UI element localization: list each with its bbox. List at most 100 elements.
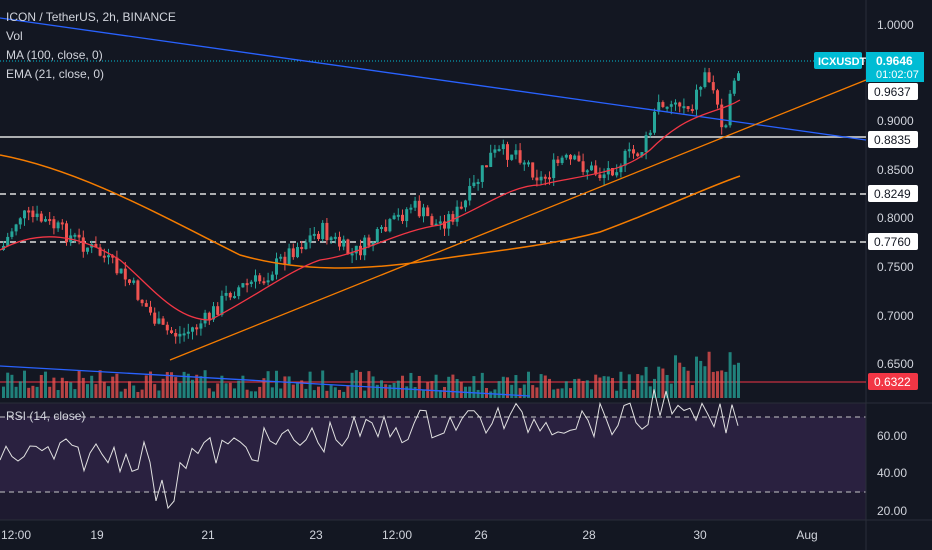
- volume-bar: [308, 371, 312, 398]
- volume-bar: [690, 385, 694, 398]
- volume-bar: [707, 351, 711, 398]
- candle: [724, 125, 728, 128]
- candle: [644, 135, 648, 153]
- volume-bar: [434, 374, 438, 398]
- volume-bar: [606, 376, 610, 398]
- volume-bar: [665, 374, 669, 398]
- volume-bar: [291, 384, 295, 398]
- candle: [430, 216, 434, 226]
- time-tick: 28: [582, 528, 596, 542]
- candle: [123, 268, 127, 280]
- candle: [556, 159, 560, 164]
- volume-bar: [186, 373, 190, 398]
- candle: [602, 174, 606, 179]
- price-marker: 0.6322: [874, 375, 911, 389]
- volume-bar: [266, 371, 270, 398]
- candle: [518, 150, 522, 163]
- volume-bar: [102, 381, 106, 398]
- candle: [254, 275, 257, 282]
- candle: [350, 253, 354, 256]
- volume-bar: [581, 380, 585, 398]
- volume-bar: [644, 366, 648, 398]
- candle: [615, 172, 619, 176]
- price-marker-bg: [868, 373, 918, 390]
- rsi-tick: 60.00: [877, 429, 907, 443]
- volume-bar: [128, 381, 131, 398]
- volume-bar: [304, 388, 308, 398]
- candle: [338, 236, 341, 247]
- indicator-ema[interactable]: EMA (21, close, 0): [6, 67, 105, 81]
- volume-bar: [27, 387, 31, 398]
- volume-bar: [174, 377, 178, 398]
- volume-bar: [732, 364, 736, 398]
- candle: [237, 287, 241, 297]
- candle: [178, 333, 182, 337]
- indicator-rsi[interactable]: RSI (14, close): [6, 409, 86, 423]
- volume-bar: [90, 375, 94, 398]
- volume-bar: [388, 384, 392, 398]
- candle: [510, 154, 514, 160]
- candle: [317, 233, 320, 239]
- volume-bar: [224, 383, 228, 398]
- indicator-vol[interactable]: Vol: [6, 29, 23, 43]
- volume-bar: [199, 376, 203, 398]
- volume-bar: [35, 386, 39, 398]
- volume-bar: [23, 370, 26, 398]
- volume-bar: [695, 356, 698, 398]
- volume-bar: [14, 386, 18, 398]
- candle: [27, 210, 31, 213]
- candle: [115, 257, 119, 274]
- volume-bar: [573, 379, 577, 398]
- price-tick: 0.6500: [877, 357, 914, 371]
- candle: [653, 111, 656, 133]
- volume-bar: [195, 374, 199, 398]
- volume-bar: [338, 389, 341, 398]
- candle: [728, 93, 732, 126]
- candle: [375, 229, 379, 243]
- volume-bar: [380, 380, 383, 398]
- candle: [266, 280, 270, 283]
- volume-bar: [518, 388, 522, 398]
- volume-bar: [296, 383, 299, 398]
- volume-bar: [262, 378, 266, 398]
- time-tick: 30: [693, 528, 707, 542]
- candle: [451, 214, 455, 222]
- indicator-ma[interactable]: MA (100, close, 0): [6, 48, 103, 62]
- candle: [287, 248, 291, 265]
- candle: [342, 239, 346, 247]
- candle: [52, 219, 56, 229]
- volume-bar: [548, 378, 551, 398]
- candle: [632, 149, 635, 154]
- price-tick: 0.7500: [877, 260, 914, 274]
- candle: [48, 219, 52, 222]
- volume-bar: [438, 390, 442, 398]
- volume-bar: [10, 374, 14, 398]
- price-marker-bg: [868, 233, 918, 250]
- candle: [686, 106, 690, 110]
- candle: [640, 152, 644, 157]
- candle: [56, 222, 60, 229]
- candle: [392, 215, 396, 220]
- volume-bar: [476, 389, 480, 398]
- candle: [438, 221, 442, 224]
- volume-bar: [52, 377, 56, 398]
- time-tick: 26: [474, 528, 488, 542]
- time-tick: 19: [90, 528, 104, 542]
- candle: [31, 210, 35, 218]
- candle: [560, 157, 564, 164]
- volume-bar: [556, 388, 560, 398]
- candle: [18, 218, 22, 225]
- volume-bar: [699, 360, 703, 398]
- volume-bar: [140, 389, 144, 398]
- candle: [497, 149, 501, 152]
- volume-bar: [333, 387, 337, 398]
- volume-bar: [212, 391, 215, 398]
- volume-bar: [674, 355, 677, 398]
- volume-bar: [178, 382, 182, 398]
- candle: [275, 258, 278, 275]
- candle: [86, 247, 89, 252]
- volume-bar: [577, 378, 581, 398]
- volume-bar: [228, 382, 232, 398]
- candle: [132, 280, 136, 283]
